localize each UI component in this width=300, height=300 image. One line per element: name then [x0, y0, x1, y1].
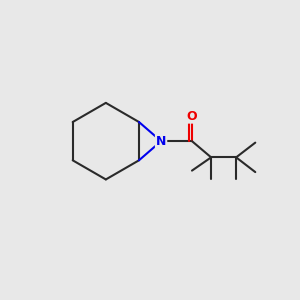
- Text: N: N: [156, 135, 166, 148]
- Text: O: O: [187, 110, 197, 123]
